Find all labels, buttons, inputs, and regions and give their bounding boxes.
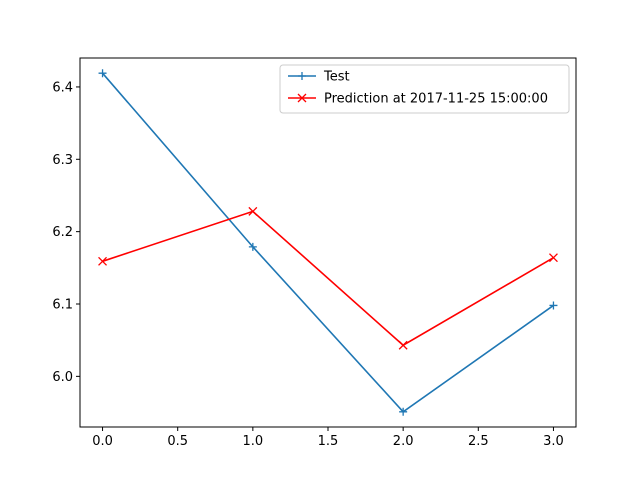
y-tick-label: 6.3 (52, 153, 73, 168)
y-tick-label: 6.1 (52, 298, 73, 313)
x-tick-label: 2.5 (468, 434, 489, 449)
x-tick-label: 0.5 (167, 434, 188, 449)
legend-label-prediction: Prediction at 2017-11-25 15:00:00 (324, 92, 548, 107)
plot-area (80, 58, 576, 427)
x-tick-label: 1.0 (243, 434, 264, 449)
data-point-prediction (248, 206, 258, 216)
data-point-prediction (548, 253, 558, 263)
legend: Test Prediction at 2017-11-25 15:00:00 (279, 64, 570, 114)
x-tick-label: 3.0 (543, 434, 564, 449)
series-line-test (101, 72, 554, 413)
data-point-prediction (398, 340, 408, 350)
x-tick-label: 0.0 (92, 434, 113, 449)
x-axis: 0.0 0.5 1.0 1.5 2.0 2.5 3.0 (92, 427, 564, 449)
y-axis: 6.0 6.1 6.2 6.3 6.4 (52, 80, 80, 385)
x-tick-label: 2.0 (393, 434, 414, 449)
data-point-test (248, 242, 257, 251)
data-point-test (98, 69, 107, 78)
data-point-prediction (98, 256, 108, 266)
legend-marker-prediction (297, 93, 307, 103)
y-tick-label: 6.2 (52, 225, 73, 240)
y-tick-label: 6.4 (52, 80, 73, 95)
data-point-test (549, 301, 558, 310)
legend-box (279, 64, 570, 114)
plot-frame (79, 57, 577, 428)
y-tick-label: 6.0 (52, 370, 73, 385)
legend-marker-test (298, 72, 306, 80)
series-layer (98, 69, 558, 416)
series-line-prediction (102, 210, 554, 347)
legend-label-test: Test (323, 70, 350, 85)
data-point-test (399, 407, 408, 416)
x-tick-label: 1.5 (318, 434, 339, 449)
